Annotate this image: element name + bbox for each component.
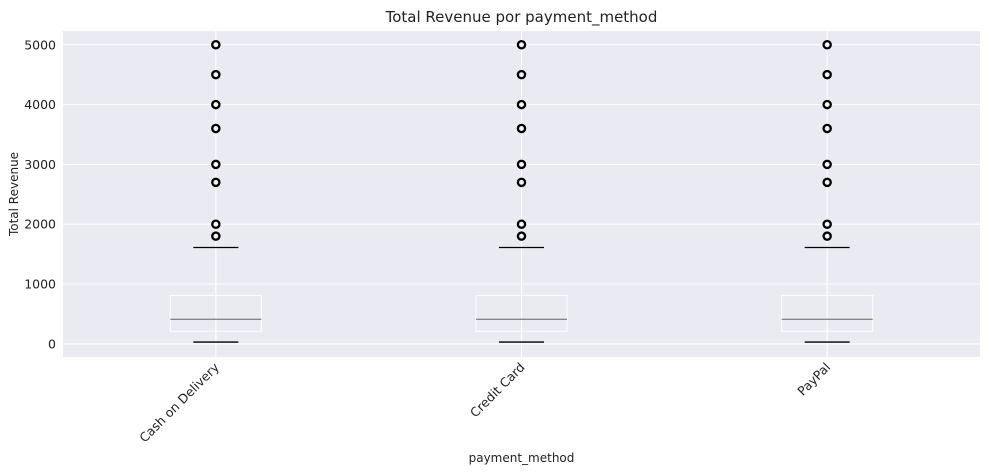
y-tick-label: 0 xyxy=(48,336,56,351)
outlier-point xyxy=(211,40,221,50)
outlier-point xyxy=(516,177,527,188)
outlier-point xyxy=(822,99,832,110)
box-group xyxy=(475,40,568,343)
outlier-point xyxy=(516,99,527,110)
y-axis-label: Total Revenue xyxy=(7,152,21,237)
x-tick-label: Credit Card xyxy=(467,360,528,421)
y-tick-label: 2000 xyxy=(24,217,56,232)
outlier-point xyxy=(822,159,832,170)
outlier-point xyxy=(822,123,832,134)
chart-title: Total Revenue por payment_method xyxy=(385,8,658,27)
y-tick-label: 4000 xyxy=(24,97,56,112)
outlier-point xyxy=(822,177,832,188)
iqr-box xyxy=(475,294,568,332)
outlier-point xyxy=(822,69,832,80)
x-axis-label: payment_method xyxy=(469,451,575,465)
outlier-point xyxy=(516,40,527,50)
boxes-layer xyxy=(169,40,874,343)
box-group xyxy=(781,40,874,343)
outlier-point xyxy=(211,99,221,110)
outlier-point xyxy=(822,219,832,229)
outlier-point xyxy=(822,40,832,50)
y-tick-label: 3000 xyxy=(24,157,56,172)
x-tick-label: Cash on Delivery xyxy=(136,359,222,445)
outlier-point xyxy=(211,69,221,80)
outlier-point xyxy=(822,231,832,241)
outlier-point xyxy=(211,231,221,241)
outlier-point xyxy=(211,123,221,134)
outlier-point xyxy=(516,231,527,241)
outlier-point xyxy=(516,159,527,170)
iqr-box xyxy=(169,294,262,332)
y-tick-label: 1000 xyxy=(24,277,56,292)
x-tick-label: PayPal xyxy=(794,360,833,399)
iqr-box xyxy=(781,294,874,332)
outlier-point xyxy=(516,123,527,134)
y-tick-label: 5000 xyxy=(24,37,56,52)
outlier-point xyxy=(211,177,221,188)
outlier-point xyxy=(211,159,221,170)
box-group xyxy=(169,40,262,343)
outlier-point xyxy=(211,219,221,229)
outlier-point xyxy=(516,69,527,80)
outlier-point xyxy=(516,219,527,229)
